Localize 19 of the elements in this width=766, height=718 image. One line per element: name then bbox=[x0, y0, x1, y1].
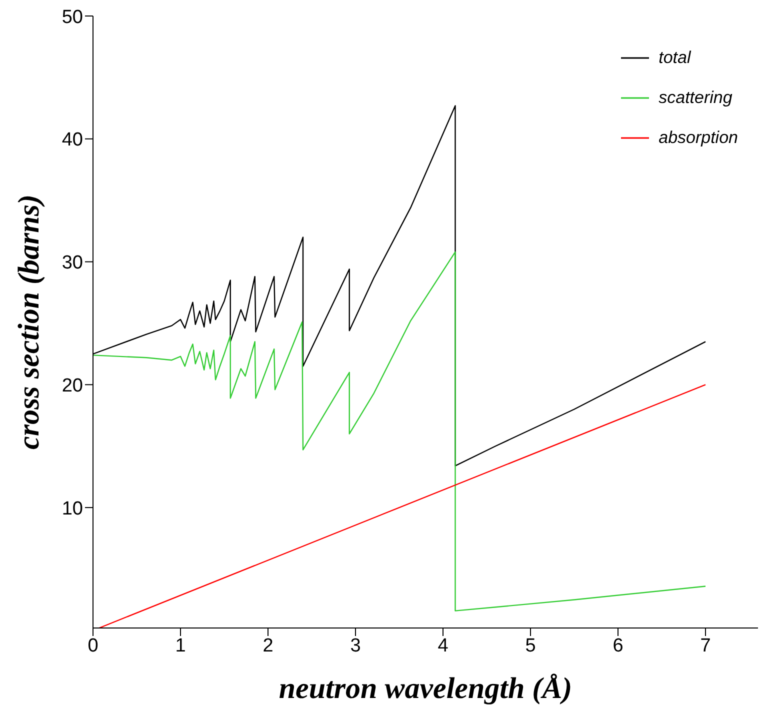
legend-label: absorption bbox=[658, 128, 738, 148]
y-tick-label: 20 bbox=[62, 375, 83, 396]
x-tick-label: 3 bbox=[350, 635, 361, 656]
x-tick-label: 1 bbox=[175, 635, 186, 656]
line-series bbox=[93, 251, 706, 612]
x-tick-label: 6 bbox=[612, 635, 624, 656]
y-axis-title: cross section (barns) bbox=[12, 194, 46, 450]
y-tick-label: 10 bbox=[62, 498, 83, 520]
x-tick-label: 5 bbox=[525, 635, 536, 656]
x-tick-label: 2 bbox=[262, 635, 274, 656]
x-tick-label: 0 bbox=[88, 635, 98, 656]
y-tick-label: 30 bbox=[62, 252, 83, 274]
x-tick-label: 7 bbox=[700, 635, 711, 656]
y-tick-label: 40 bbox=[62, 130, 83, 151]
y-tick-label: 50 bbox=[62, 6, 83, 28]
x-tick-label: 4 bbox=[438, 635, 449, 656]
legend-label: total bbox=[658, 48, 691, 68]
x-axis-title: neutron wavelength (Å) bbox=[278, 672, 572, 705]
legend-label: scattering bbox=[658, 88, 732, 108]
